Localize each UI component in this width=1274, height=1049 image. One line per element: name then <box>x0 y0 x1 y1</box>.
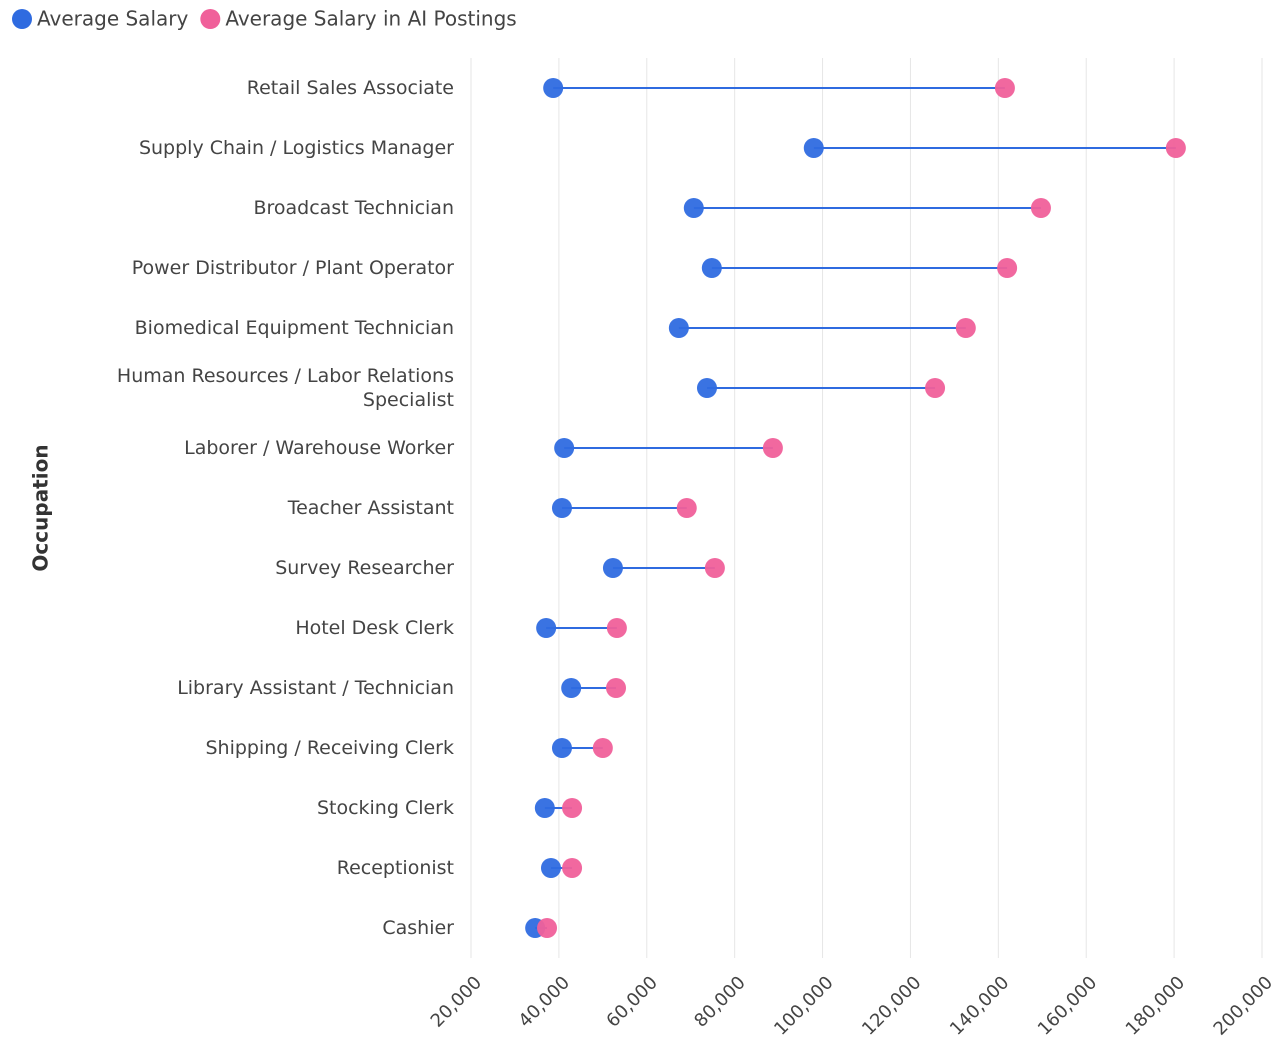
dot <box>994 78 1015 98</box>
x-tick-label: 120,000 <box>858 972 925 1039</box>
dot <box>925 378 946 398</box>
dot <box>562 798 583 818</box>
dot <box>592 738 613 758</box>
y-tick-label: Power Distributor / Plant Operator <box>131 257 454 279</box>
dot <box>561 678 582 698</box>
dot <box>562 858 583 878</box>
y-tick-label: Broadcast Technician <box>253 197 454 219</box>
dot <box>955 318 976 338</box>
dot <box>762 438 783 458</box>
dot <box>803 138 824 158</box>
y-tick-label: Biomedical Equipment Technician <box>134 317 454 339</box>
legend-label: Average Salary in AI Postings <box>225 7 516 31</box>
dot <box>701 258 722 278</box>
x-tick-label: 80,000 <box>690 972 749 1031</box>
x-tick-label: 200,000 <box>1210 972 1274 1039</box>
y-tick-label: Laborer / Warehouse Worker <box>184 437 454 459</box>
x-tick-label: 20,000 <box>427 972 486 1031</box>
x-tick-label: 40,000 <box>515 972 574 1031</box>
legend-swatch <box>200 9 221 29</box>
dot <box>551 498 572 518</box>
y-tick-label: Receptionist <box>336 857 454 879</box>
y-tick-label: Cashier <box>382 917 454 939</box>
y-tick-label: Teacher Assistant <box>287 497 454 519</box>
y-axis-label: Occupation <box>29 444 53 571</box>
dot <box>606 678 627 698</box>
dot <box>683 198 704 218</box>
dot <box>540 858 561 878</box>
dot <box>668 318 689 338</box>
y-tick-label: Library Assistant / Technician <box>177 677 454 699</box>
y-tick-label: Hotel Desk Clerk <box>295 617 454 639</box>
y-tick-label: Shipping / Receiving Clerk <box>205 737 454 759</box>
dot <box>536 618 557 638</box>
dot <box>537 918 558 938</box>
dot <box>997 258 1018 278</box>
dot <box>696 378 717 398</box>
dot <box>676 498 697 518</box>
x-tick-label: 140,000 <box>946 972 1013 1039</box>
dot <box>534 798 555 818</box>
dot <box>1165 138 1186 158</box>
dot <box>1030 198 1051 218</box>
x-tick-label: 60,000 <box>602 972 661 1031</box>
legend-swatch <box>12 9 32 29</box>
x-tick-label: 180,000 <box>1122 972 1189 1039</box>
y-tick-label: Survey Researcher <box>275 557 454 579</box>
dot <box>551 738 572 758</box>
dot <box>554 438 575 458</box>
legend-label: Average Salary <box>37 7 188 31</box>
y-tick-label: Human Resources / Labor Relations Specia… <box>116 365 454 411</box>
y-tick-label: Retail Sales Associate <box>246 77 454 99</box>
x-tick-label: 160,000 <box>1034 972 1101 1039</box>
y-tick-label: Supply Chain / Logistics Manager <box>138 137 454 159</box>
dot <box>602 558 623 578</box>
x-tick-label: 100,000 <box>770 972 837 1039</box>
y-tick-label: Stocking Clerk <box>316 797 454 819</box>
dot <box>606 618 627 638</box>
dot <box>543 78 564 98</box>
dot <box>704 558 725 578</box>
